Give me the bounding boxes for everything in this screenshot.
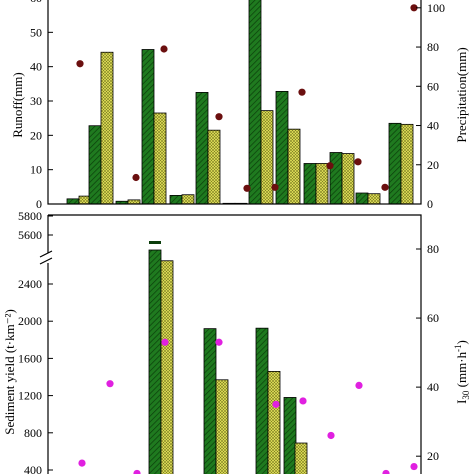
i30-point <box>382 469 390 474</box>
runoff-bar <box>88 125 102 205</box>
runoff-bar <box>329 152 343 205</box>
sediment-tick-label: 1200 <box>18 389 42 403</box>
sediment-bar <box>148 249 162 474</box>
runoff-tick-label: 60 <box>30 0 42 5</box>
precipitation-point <box>326 162 334 170</box>
runoff-bar-yellow <box>100 51 114 205</box>
runoff-bar-yellow <box>367 193 381 205</box>
precipitation-axis-ticks: 0 20 40 60 80 100 <box>416 1 445 211</box>
i30-point <box>355 381 363 389</box>
runoff-bar <box>248 0 262 205</box>
precipitation-point <box>132 173 140 182</box>
sediment-axis-title: Sediment yield (t·km⁻²) <box>2 309 17 435</box>
sediment-tick-label: 1600 <box>18 351 42 365</box>
sediment-tick-label: 5800 <box>18 209 42 223</box>
runoff-bar <box>66 198 80 205</box>
precipitation-tick-label: 0 <box>427 197 433 211</box>
sediment-tick-label: 800 <box>24 426 42 440</box>
sediment-bar <box>283 397 297 474</box>
sediment-bar <box>255 327 269 474</box>
i30-point <box>327 431 335 440</box>
runoff-bar <box>303 163 317 205</box>
runoff-bar <box>195 92 209 205</box>
i30-tick-label: 60 <box>427 311 439 325</box>
axis-break-mask <box>42 253 54 263</box>
sediment-bar-yellow <box>294 442 308 474</box>
precipitation-point <box>271 183 279 191</box>
runoff-bars <box>66 0 414 205</box>
precipitation-tick-label: 80 <box>427 40 439 54</box>
runoff-axis-ticks: 0 10 20 30 40 50 60 <box>30 0 53 211</box>
sediment-bar-yellow <box>160 260 174 474</box>
i30-points <box>78 338 418 474</box>
precipitation-point <box>215 113 223 121</box>
sediment-tick-label: 2400 <box>18 277 42 291</box>
sediment-bar-break <box>149 241 161 244</box>
precipitation-tick-label: 100 <box>427 1 445 15</box>
i30-point <box>106 380 114 388</box>
runoff-tick-label: 40 <box>30 60 42 74</box>
precipitation-point <box>76 60 84 68</box>
precipitation-point <box>354 158 362 166</box>
runoff-tick-label: 10 <box>30 163 42 177</box>
i30-point <box>272 400 280 408</box>
precipitation-point <box>243 184 251 192</box>
sediment-bar <box>203 328 217 474</box>
i30-point <box>161 338 169 346</box>
runoff-tick-label: 50 <box>30 25 42 39</box>
precipitation-points <box>76 4 418 192</box>
runoff-tick-label: 0 <box>36 197 42 211</box>
i30-tick-label: 40 <box>427 380 439 394</box>
runoff-tick-label: 20 <box>30 128 42 142</box>
bottom-plot-frame <box>47 214 422 474</box>
i30-point <box>133 469 141 474</box>
i30-point <box>78 459 86 467</box>
runoff-bar-yellow <box>260 110 274 205</box>
runoff-bar <box>169 195 183 205</box>
sediment-axis-title-text: Sediment yield (t·km⁻²) <box>2 309 17 435</box>
sediment-bars <box>148 241 308 474</box>
runoff-bar <box>388 122 402 205</box>
top-panel: 0 10 20 30 40 50 60 0 20 40 60 80 100 Runoff(mm) Pr… <box>10 0 469 211</box>
sediment-axis-ticks: 5600 5800 400 800 1200 1600 2000 2400 <box>18 209 53 474</box>
runoff-bar-yellow <box>127 199 141 205</box>
runoff-bar-yellow <box>315 163 329 205</box>
runoff-bar-yellow <box>153 112 167 205</box>
sediment-tick-label: 2000 <box>18 314 42 328</box>
runoff-bar-yellow <box>207 129 221 205</box>
i30-tick-label: 80 <box>427 242 439 256</box>
i30-point <box>299 397 307 405</box>
runoff-axis-title: Runoff(mm) <box>10 72 25 137</box>
sediment-tick-label: 400 <box>24 463 42 474</box>
sediment-bar-yellow <box>267 371 281 474</box>
precipitation-axis-title: Precipitation(mm) <box>454 47 469 142</box>
precipitation-point <box>298 88 306 96</box>
i30-point <box>410 462 418 471</box>
precipitation-point <box>381 183 389 191</box>
runoff-bar <box>355 192 369 205</box>
axis-break-mark <box>39 250 53 265</box>
i30-axis-title: I30 (mm·h-1) <box>453 340 471 404</box>
sediment-bar-yellow <box>215 379 229 474</box>
runoff-bar-yellow <box>287 128 301 205</box>
sediment-tick-label: 5600 <box>18 228 42 242</box>
runoff-bar-yellow <box>400 123 414 205</box>
precipitation-tick-label: 60 <box>427 79 439 93</box>
i30-tick-label: 20 <box>427 449 439 463</box>
precipitation-tick-label: 40 <box>427 119 439 133</box>
runoff-bar <box>141 49 155 205</box>
precipitation-tick-label: 20 <box>427 158 439 172</box>
runoff-bar-yellow <box>341 153 355 205</box>
runoff-tick-label: 30 <box>30 94 42 108</box>
i30-axis-ticks: 20 40 60 80 <box>416 242 439 463</box>
precipitation-point <box>410 4 418 12</box>
precipitation-point <box>160 45 168 53</box>
i30-point <box>215 338 223 346</box>
runoff-bar-yellow <box>181 194 195 205</box>
